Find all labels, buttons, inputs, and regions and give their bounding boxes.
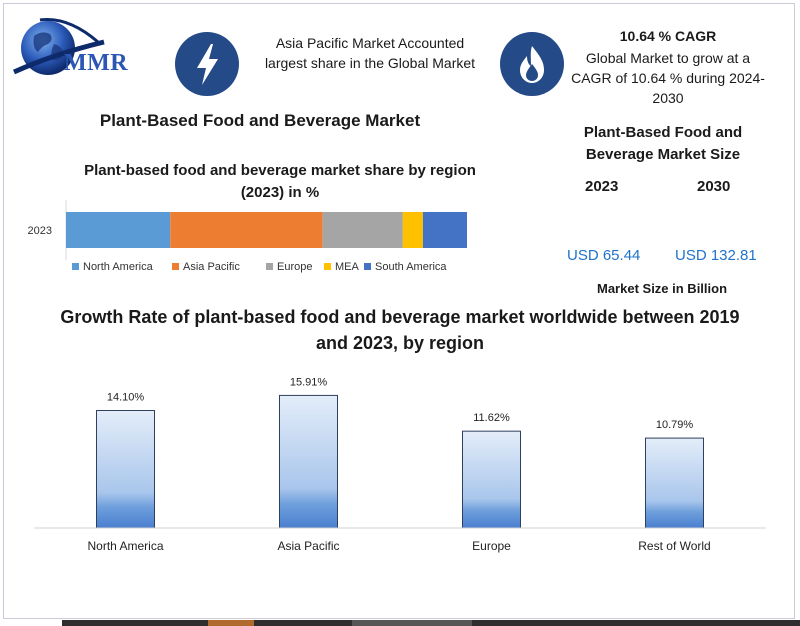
year-2023: 2023 bbox=[585, 178, 619, 195]
legend-label: MEA bbox=[335, 261, 360, 273]
growth-bar bbox=[462, 430, 521, 529]
cagr-text: Global Market to grow at a CAGR of 10.64… bbox=[571, 50, 765, 106]
year-2030: 2030 bbox=[697, 178, 731, 195]
mmr-logo bbox=[10, 14, 160, 84]
legend-label: North America bbox=[83, 261, 154, 273]
growth-data-label: 10.79% bbox=[656, 419, 694, 431]
strip-accent bbox=[208, 620, 254, 626]
share-segment-mea bbox=[402, 212, 423, 248]
legend-swatch bbox=[72, 263, 79, 270]
growth-category-label: Europe bbox=[472, 539, 511, 553]
growth-category-label: North America bbox=[87, 539, 163, 553]
market-title: Plant-Based Food and Beverage Market bbox=[99, 111, 421, 130]
growth-bar bbox=[96, 410, 155, 529]
share-segment-asia-pacific bbox=[170, 212, 323, 248]
strip-segment bbox=[352, 620, 472, 626]
share-chart: 2023 North America Asia Pacific Europe MEA So… bbox=[28, 200, 467, 273]
cagr-title: 10.64 % CAGR bbox=[619, 28, 717, 44]
legend-swatch bbox=[266, 263, 273, 270]
legend-swatch bbox=[324, 263, 331, 270]
infographic-frame bbox=[3, 3, 795, 619]
legend-swatch bbox=[364, 263, 371, 270]
market-size-title: Plant-Based Food and Beverage Market Siz… bbox=[583, 124, 743, 163]
growth-data-label: 15.91% bbox=[290, 376, 328, 388]
growth-chart-title: Growth Rate of plant-based food and beve… bbox=[60, 307, 740, 353]
legend-label: South America bbox=[375, 261, 447, 273]
share-chart-title: Plant-based food and beverage market sha… bbox=[84, 162, 476, 201]
flame-icon bbox=[500, 32, 564, 96]
share-category-label: 2023 bbox=[28, 225, 52, 237]
growth-category-label: Asia Pacific bbox=[277, 539, 339, 553]
growth-category-label: Rest of World bbox=[638, 539, 710, 553]
growth-bar bbox=[279, 394, 338, 529]
growth-data-label: 14.10% bbox=[107, 392, 145, 404]
share-segment-north-america bbox=[66, 212, 171, 248]
growth-bar bbox=[645, 437, 704, 529]
share-segment-south-america bbox=[422, 212, 467, 248]
value-2030: USD 132.81 bbox=[675, 247, 757, 264]
bottom-strip bbox=[62, 620, 800, 626]
accounted-text: Asia Pacific Market Accounted largest sh… bbox=[264, 35, 476, 71]
unit-note: Market Size in Billion bbox=[597, 281, 728, 296]
lightning-icon bbox=[175, 32, 239, 96]
growth-data-label: 11.62% bbox=[473, 412, 510, 424]
growth-chart: 14.10% North America 15.91% Asia Pacific 11.… bbox=[34, 376, 766, 553]
value-2023: USD 65.44 bbox=[567, 247, 641, 264]
globe-icon bbox=[12, 17, 105, 75]
logo-text: MMR bbox=[64, 50, 129, 76]
legend-label: Asia Pacific bbox=[183, 261, 240, 273]
share-segment-europe bbox=[322, 212, 403, 248]
legend-swatch bbox=[172, 263, 179, 270]
legend-label: Europe bbox=[277, 261, 312, 273]
